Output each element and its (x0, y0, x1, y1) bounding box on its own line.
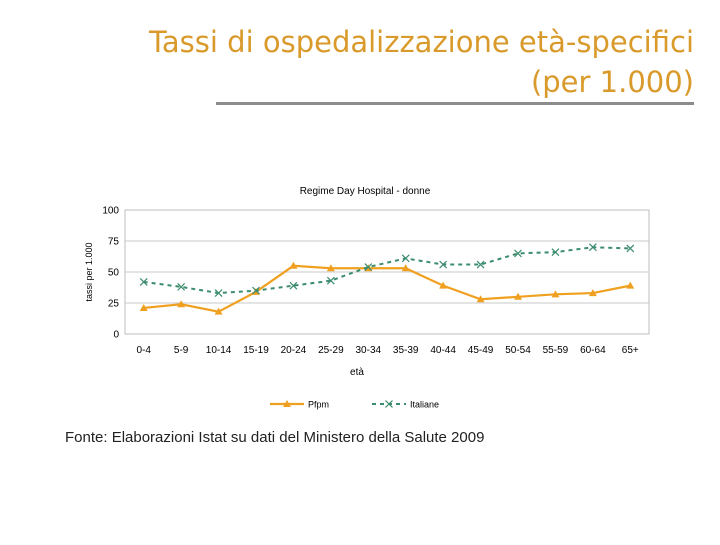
slide-title-line2: (per 1.000) (530, 65, 694, 99)
source-note: Fonte: Elaborazioni Istat su dati del Mi… (65, 429, 485, 446)
data-point-italiane (439, 260, 448, 269)
y-tick-label: 75 (108, 237, 120, 248)
x-tick-label: 45-49 (468, 345, 494, 356)
data-point-pfpm (551, 290, 560, 298)
chart-title: Regime Day Hospital - donne (300, 186, 431, 197)
data-point-pfpm (289, 261, 298, 269)
data-point-pfpm (439, 281, 448, 289)
data-point-pfpm (214, 307, 223, 315)
data-point-italiane (626, 244, 635, 253)
x-tick-label: 5-9 (174, 345, 189, 356)
x-tick-label: 20-24 (281, 345, 307, 356)
series-line-pfpm (143, 264, 631, 313)
y-tick-label: 25 (108, 299, 120, 310)
x-axis-label: età (350, 367, 364, 378)
y-axis-label: tassi per 1.000 (84, 242, 94, 301)
x-tick-labels: 0-4 5-9 10-14 15-19 20-24 25-29 30-34 35-39 40-4… (136, 345, 638, 356)
data-point-pfpm (139, 303, 148, 311)
data-point-pfpm (514, 292, 522, 300)
x-tick-label: 25-29 (318, 345, 344, 356)
data-point-italiane (139, 277, 148, 286)
data-point-italiane (588, 243, 597, 252)
data-point-italiane (326, 276, 335, 285)
data-point-italiane (551, 248, 560, 257)
data-point-italiane (289, 281, 298, 290)
data-point-pfpm (326, 264, 335, 272)
legend-label-italiane: Italiane (410, 400, 439, 410)
x-tick-label: 65+ (622, 345, 639, 356)
data-point-italiane (214, 289, 223, 298)
x-tick-label: 10-14 (206, 345, 232, 356)
data-point-italiane (177, 282, 186, 291)
x-tick-label: 0-4 (136, 345, 151, 356)
data-point-italiane (364, 263, 373, 271)
x-tick-label: 40-44 (430, 345, 456, 356)
data-point-italiane (476, 260, 485, 269)
x-tick-label: 35-39 (393, 345, 419, 356)
legend-marker-pfpm (283, 400, 291, 407)
x-tick-label: 50-54 (505, 345, 531, 356)
y-tick-label: 100 (102, 206, 119, 217)
data-point-pfpm (626, 281, 635, 289)
gridlines (125, 240, 649, 304)
x-tick-label: 15-19 (243, 345, 269, 356)
x-tick-label: 55-59 (543, 345, 569, 356)
y-tick-label: 50 (108, 268, 120, 279)
x-tick-label: 30-34 (355, 345, 381, 356)
x-tick-label: 60-64 (580, 345, 606, 356)
data-point-italiane (252, 286, 260, 295)
title-underline (216, 102, 694, 105)
series-group (139, 243, 635, 315)
legend-marker-italiane (385, 400, 393, 408)
series-line-italiane (143, 246, 631, 295)
data-point-italiane (514, 249, 522, 258)
y-tick-labels: 0 25 50 75 100 (102, 206, 119, 341)
legend-label-pfpm: Pfpm (308, 400, 329, 410)
data-point-pfpm (401, 264, 410, 272)
chart-legend: Pfpm Italiane (270, 400, 439, 410)
slide-title-line1: Tassi di ospedalizzazione età-specifici (148, 25, 694, 59)
y-tick-label: 0 (113, 330, 119, 341)
data-point-pfpm (588, 289, 597, 297)
slide-title: Tassi di ospedalizzazione età-specifici … (149, 22, 694, 102)
data-point-pfpm (476, 295, 485, 303)
data-point-pfpm (177, 300, 186, 308)
data-point-italiane (401, 254, 410, 263)
